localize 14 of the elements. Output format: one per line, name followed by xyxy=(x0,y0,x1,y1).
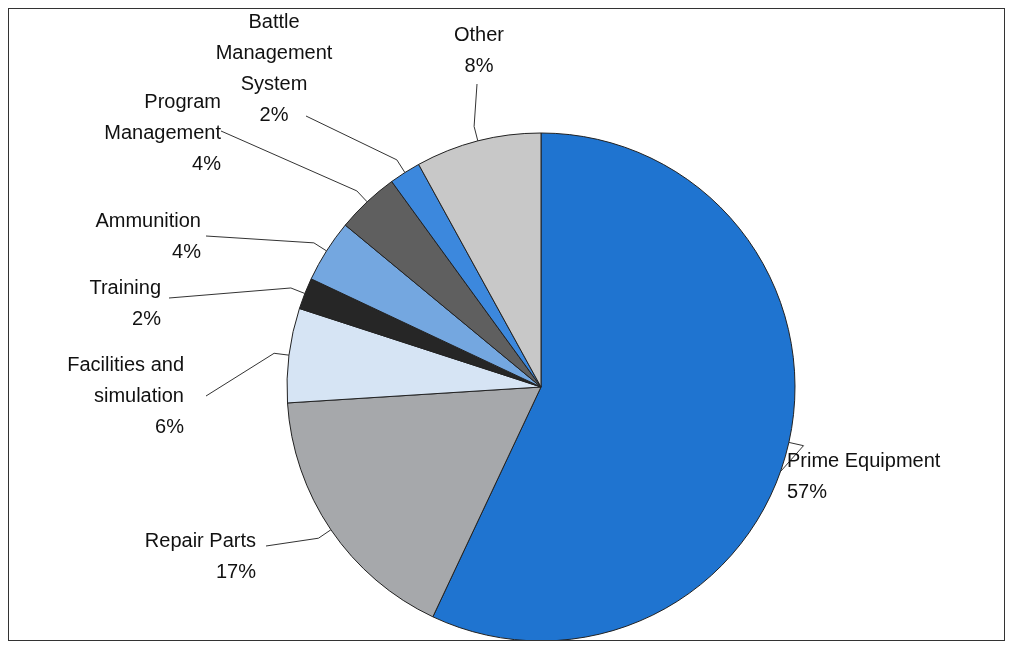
data-label: 57% xyxy=(787,479,828,502)
slice-label: Facilities and simulation xyxy=(67,353,184,406)
slice-label: Prime Equipment xyxy=(787,448,941,471)
data-label: 4% xyxy=(172,239,202,262)
data-label: 6% xyxy=(155,415,185,437)
data-label: 8% xyxy=(464,53,494,76)
data-label: 2% xyxy=(259,102,289,125)
slice-label: Other xyxy=(453,22,505,45)
slice-label: Repair Parts xyxy=(144,528,256,551)
data-label: 2% xyxy=(132,306,162,329)
slice-label: Training xyxy=(89,275,161,298)
data-label: 4% xyxy=(192,152,222,174)
data-label: 17% xyxy=(215,559,257,582)
slice-label: Ammunition xyxy=(95,208,201,231)
